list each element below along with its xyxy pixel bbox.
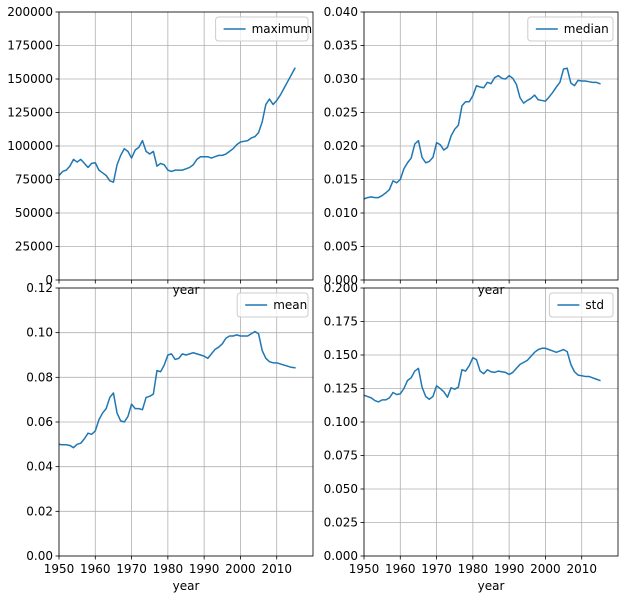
y-tick-label: 0.150 xyxy=(324,348,358,362)
y-tick-label: 0.040 xyxy=(324,5,358,19)
x-tick-label: 2010 xyxy=(261,562,292,576)
y-tick-label: 0.100 xyxy=(324,415,358,429)
y-tick-label: 0.050 xyxy=(324,482,358,496)
plot-frame xyxy=(58,287,314,557)
x-tick-label: 1960 xyxy=(80,562,111,576)
y-tick-label: 0.04 xyxy=(26,460,53,474)
y-tick-label: 0 xyxy=(45,273,53,287)
y-tick-label: 100000 xyxy=(7,139,53,153)
y-tick-label: 150000 xyxy=(7,72,53,86)
x-axis-label: year xyxy=(173,579,200,593)
y-tick-label: 0.025 xyxy=(324,516,358,530)
x-tick-label: 1980 xyxy=(153,562,184,576)
legend: maximum xyxy=(215,16,312,42)
y-tick-label: 25000 xyxy=(15,240,53,254)
chart-panel-2: 0.000 0.005 0.010 0.015 0.020 0.025 0.030 0.035… xyxy=(324,5,619,297)
x-axis-label: year xyxy=(478,283,505,297)
legend-frame xyxy=(215,16,309,42)
legend: median xyxy=(527,16,614,42)
x-axis-label: year xyxy=(173,283,200,297)
chart-panel-3: 1950 1960 1970 1980 1990 2000 2010 0.00 0.02 0.04… xyxy=(26,281,314,593)
y-tick-label: 0.025 xyxy=(324,106,358,120)
x-tick-label: 1990 xyxy=(189,562,220,576)
y-tick-label: 0.02 xyxy=(26,504,53,518)
y-tick-label: 0.075 xyxy=(324,449,358,463)
y-tick-label: 0.00 xyxy=(26,549,53,563)
plot-frame xyxy=(58,11,314,281)
y-tick-label: 0.020 xyxy=(324,139,358,153)
y-tick-label: 0.030 xyxy=(324,72,358,86)
x-tick-label: 1950 xyxy=(349,562,380,576)
series-line-median xyxy=(364,67,601,200)
legend: std xyxy=(548,292,614,318)
y-tick-label: 0.06 xyxy=(26,415,53,429)
y-tick-label: 0.125 xyxy=(324,382,358,396)
x-tick-label: 1950 xyxy=(44,562,75,576)
legend-label: maximum xyxy=(252,22,312,36)
x-tick-label: 2000 xyxy=(225,562,256,576)
legend-label: std xyxy=(585,298,604,312)
y-tick-label: 0.035 xyxy=(324,39,358,53)
y-tick-label: 200000 xyxy=(7,5,53,19)
x-tick-label: 1960 xyxy=(385,562,416,576)
plot-frame xyxy=(363,287,619,557)
series-line-maximum xyxy=(59,67,296,183)
y-tick-label: 0.200 xyxy=(324,281,358,295)
y-tick-label: 0.12 xyxy=(26,281,53,295)
x-tick-label: 1980 xyxy=(458,562,489,576)
x-tick-label: 1990 xyxy=(494,562,525,576)
y-tick-label: 0.000 xyxy=(324,273,358,287)
y-tick-label: 0.175 xyxy=(324,315,358,329)
y-tick-label: 75000 xyxy=(15,173,53,187)
x-tick-label: 1970 xyxy=(116,562,147,576)
legend: mean xyxy=(236,292,309,318)
legend-frame xyxy=(236,292,309,318)
y-tick-label: 0.08 xyxy=(26,370,53,384)
x-tick-label: 2000 xyxy=(530,562,561,576)
y-tick-label: 125000 xyxy=(7,106,53,120)
x-axis-label: year xyxy=(478,579,505,593)
x-tick-label: 1970 xyxy=(421,562,452,576)
legend-frame xyxy=(527,16,614,42)
y-tick-label: 175000 xyxy=(7,39,53,53)
y-tick-label: 50000 xyxy=(15,206,53,220)
chart-panel-4: 1950 1960 1970 1980 1990 2000 2010 0.000 0.025 0.… xyxy=(324,281,619,593)
legend-label: median xyxy=(564,22,609,36)
legend-label: mean xyxy=(273,298,307,312)
y-tick-label: 0.010 xyxy=(324,206,358,220)
y-tick-label: 0.000 xyxy=(324,549,358,563)
legend-frame xyxy=(548,292,614,318)
y-tick-label: 0.005 xyxy=(324,240,358,254)
series-line-std xyxy=(364,347,601,403)
series-line-mean xyxy=(59,330,296,449)
plot-frame xyxy=(363,11,619,281)
x-tick-label: 2010 xyxy=(566,562,597,576)
y-tick-label: 0.10 xyxy=(26,326,53,340)
chart-panel-1: 0 25000 50000 75000 100000 125000 150000 175000… xyxy=(7,5,314,297)
y-tick-label: 0.015 xyxy=(324,173,358,187)
